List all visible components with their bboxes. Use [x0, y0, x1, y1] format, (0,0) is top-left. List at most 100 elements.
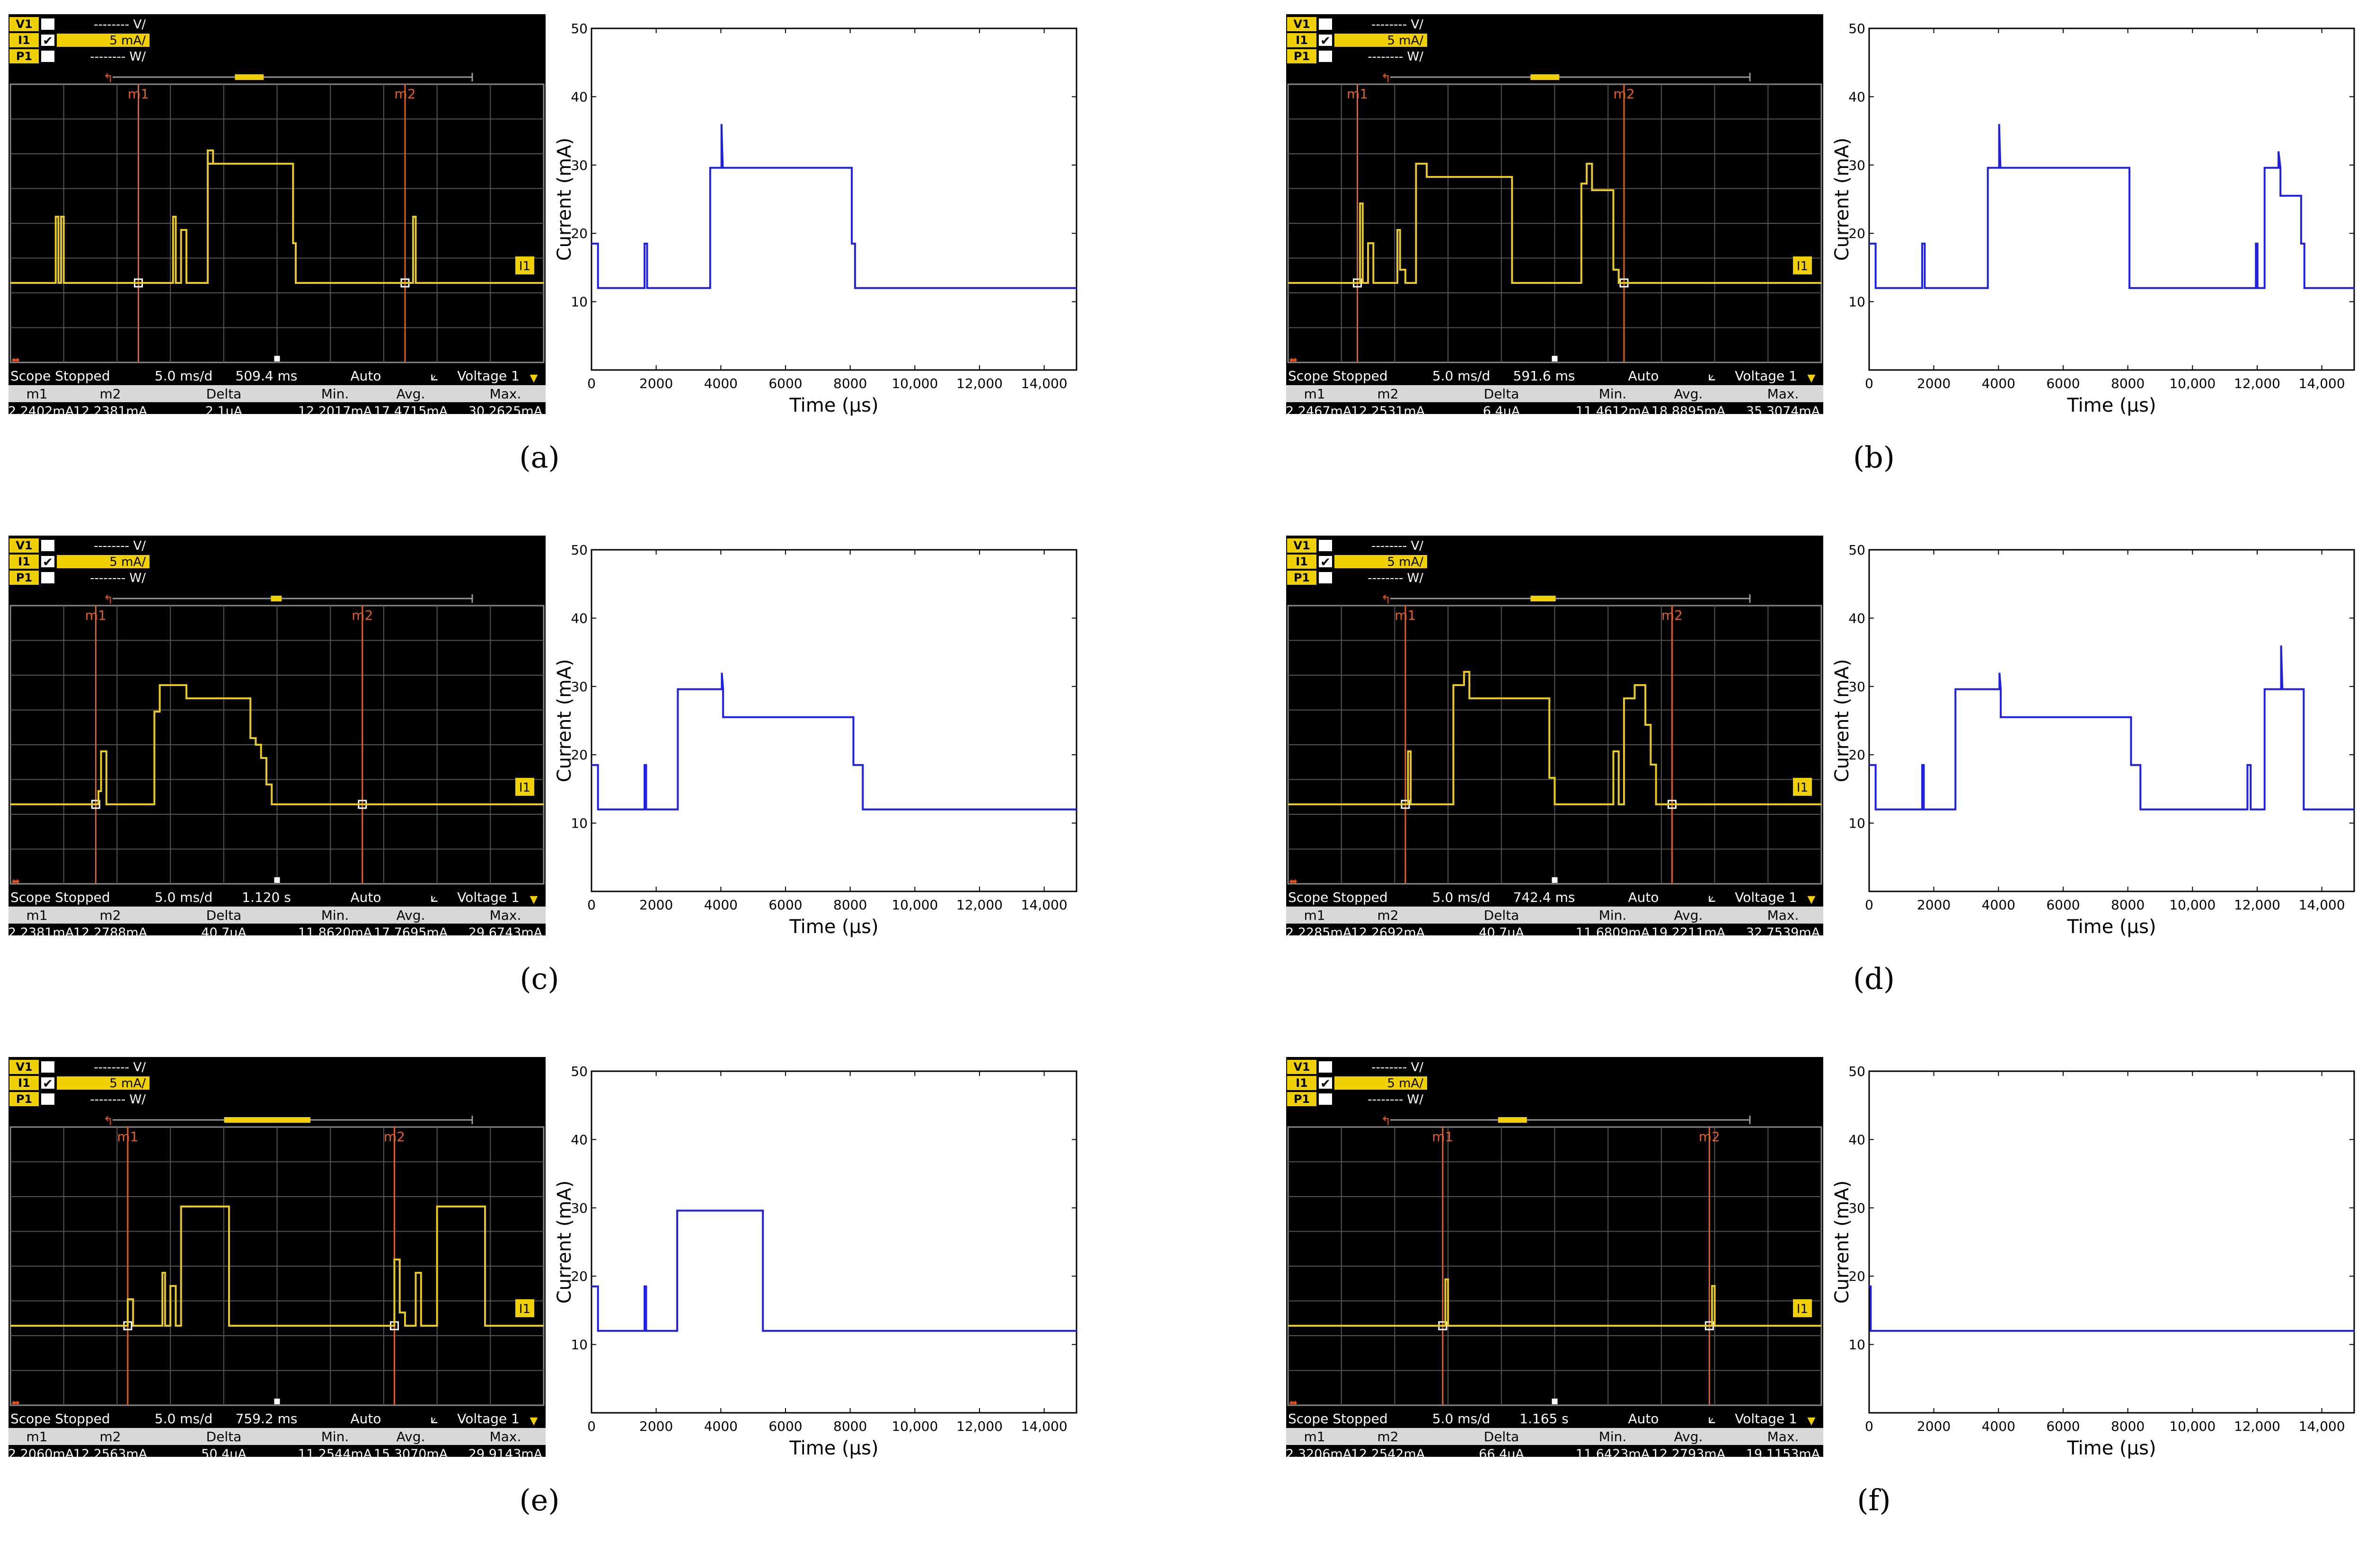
readout-header: m1: [26, 907, 47, 923]
channel-checkbox: [1318, 18, 1333, 31]
channel-checkbox: [40, 1060, 55, 1074]
plot-canvas: 10 20 30 40 50 0 2000 4000 6000 8000 10,000 12,000 1…: [554, 21, 1077, 416]
y-axis-label: Current (mA): [554, 138, 575, 261]
x-tick-label: 2000: [639, 376, 673, 391]
current-plot: 10 20 30 40 50 0 2000 4000 6000 8000 10,000 12,000 1…: [549, 536, 1093, 943]
channel-scale: -------- W/: [90, 1092, 146, 1107]
readout-header: Max.: [1767, 907, 1799, 923]
readout-header: Min.: [1599, 386, 1627, 402]
current-plot: 10 20 30 40 50 0 2000 4000 6000 8000 10,000 12,000 1…: [1827, 1057, 2357, 1464]
x-tick-label: 14,000: [1021, 1418, 1068, 1434]
x-tick-label: 10,000: [892, 376, 938, 391]
channel-tag-box: [515, 256, 534, 274]
y-tick-label: 30: [1848, 1200, 1865, 1216]
pan-icon: ⬌: [1289, 1397, 1298, 1409]
trigger-level-icon: ▼: [1808, 1415, 1816, 1427]
scope-status: Scope Stopped: [1288, 368, 1388, 384]
x-tick-label: 2000: [1917, 897, 1951, 913]
trigger-position-icon: ↰: [1381, 71, 1391, 86]
x-tick-label: 6000: [2046, 376, 2080, 391]
trigger-level-icon: ▼: [1808, 894, 1816, 906]
channel-id: I1: [1296, 555, 1308, 568]
marker-label-m2: m2: [352, 608, 373, 623]
trigger-mode: Auto: [1628, 368, 1659, 384]
readout-value: 2.1uA: [205, 404, 243, 414]
readout-header: Delta: [206, 1429, 242, 1445]
y-tick-label: 10: [571, 1337, 588, 1353]
readout-value: 11.6423mA: [1576, 1447, 1650, 1457]
channel-row-v1: V1 -------- V/: [1287, 538, 1423, 553]
time-reference: [1552, 1399, 1558, 1404]
channel-tag: I1: [1797, 1302, 1808, 1316]
x-tick-label: 12,000: [2234, 1418, 2280, 1434]
trigger-position-icon: ↰: [103, 1114, 114, 1128]
trigger-source: Voltage 1: [457, 890, 520, 905]
scope-canvas: V1 -------- V/I1 ✔ 5 mA/P1 -------- W/↰m1 m2I…: [9, 538, 546, 935]
subfigure-caption: (f): [1857, 1483, 1891, 1517]
scope-status: Scope Stopped: [10, 368, 110, 384]
x-tick-label: 8000: [2111, 897, 2145, 913]
x-tick-label: 4000: [704, 1418, 738, 1434]
pan-icon: ⬌: [1289, 354, 1298, 366]
x-tick-label: 12,000: [2234, 376, 2280, 391]
readout-value: 40.7uA: [201, 925, 247, 935]
timebase: 5.0 ms/d: [155, 368, 213, 384]
time-reference: [1552, 356, 1558, 361]
y-tick-label: 50: [571, 1064, 588, 1079]
channel-row-v1: V1 -------- V/: [9, 1060, 146, 1075]
subfigure-d: V1 -------- V/I1 ✔ 5 mA/P1 -------- W/ ↰ m1 m2 I…: [1278, 536, 2357, 1047]
trigger-source: Voltage 1: [1735, 1411, 1797, 1427]
trigger-level-icon: ▼: [1808, 372, 1816, 384]
channel-scale: -------- W/: [1368, 50, 1423, 64]
channel-scale: -------- W/: [90, 50, 146, 64]
readout-header: Avg.: [397, 386, 425, 402]
scope-screenshot: V1 -------- V/I1 ✔ 5 mA/P1 -------- W/ ↰ m1 m2 I…: [1286, 1057, 1823, 1457]
channel-checkbox: [1318, 1092, 1333, 1106]
readout-value: 12.2542mA: [1351, 1447, 1425, 1457]
current-series-line: [1869, 645, 2354, 810]
readout-value: 30.2625mA: [468, 404, 543, 414]
channel-row-v1: V1 -------- V/: [9, 538, 146, 553]
y-tick-label: 40: [1848, 1132, 1865, 1147]
channel-scale: 5 mA/: [109, 34, 146, 48]
time-reference: [1552, 877, 1558, 883]
subfigure-c: V1 -------- V/I1 ✔ 5 mA/P1 -------- W/↰ m1 m2 I…: [0, 536, 1079, 1047]
readout-header: m2: [1377, 1429, 1398, 1445]
channel-tag-box: [1793, 1299, 1812, 1317]
readout-header: Avg.: [397, 1429, 425, 1445]
readout-header: Delta: [206, 907, 242, 923]
channel-tag-box: [515, 1299, 534, 1317]
subfigure-caption: (e): [519, 1483, 560, 1517]
y-tick-label: 20: [571, 226, 588, 241]
channel-id: I1: [18, 1076, 30, 1090]
channel-id: V1: [16, 18, 32, 31]
pan-icon: ⬌: [11, 354, 20, 366]
readout-header: m1: [26, 1429, 47, 1445]
x-tick-label: 14,000: [2299, 897, 2345, 913]
time-window-indicator: [235, 74, 264, 80]
x-tick-label: 10,000: [2169, 376, 2216, 391]
channel-row-i1: I1 ✔ 5 mA/: [1287, 1076, 1427, 1091]
y-tick-label: 20: [1848, 226, 1865, 241]
channel-checkbox: [1318, 1076, 1333, 1090]
channel-tag-box: [515, 778, 534, 796]
readout-value: 66.4uA: [1479, 1447, 1524, 1457]
channel-badge: [1287, 17, 1316, 31]
channel-id: I1: [18, 34, 30, 47]
readout-header: Min.: [1599, 1429, 1627, 1445]
trigger-level-icon: ▼: [530, 894, 538, 906]
channel-checkbox: [1318, 50, 1333, 63]
scope-canvas: V1 -------- V/I1 ✔ 5 mA/P1 -------- W/↰m1 m2I…: [9, 1060, 546, 1457]
readout-header: Delta: [1484, 1429, 1519, 1445]
time-offset: 759.2 ms: [236, 1411, 298, 1427]
readout-value: 19.1153mA: [1746, 1447, 1820, 1457]
channel-scale: 5 mA/: [1387, 1076, 1423, 1091]
check-icon: ✔: [43, 1077, 53, 1091]
x-tick-label: 6000: [2046, 897, 2080, 913]
readout-value: 12.2381mA: [9, 925, 74, 935]
channel-row-v1: V1 -------- V/: [9, 17, 146, 32]
subfigure-a: V1 -------- V/I1 ✔ 5 mA/P1 -------- W/ ↰ m1 m2 I…: [0, 14, 1079, 525]
readout-header: m2: [99, 907, 121, 923]
time-offset: 742.4 ms: [1513, 890, 1575, 905]
time-window-indicator: [271, 596, 282, 601]
